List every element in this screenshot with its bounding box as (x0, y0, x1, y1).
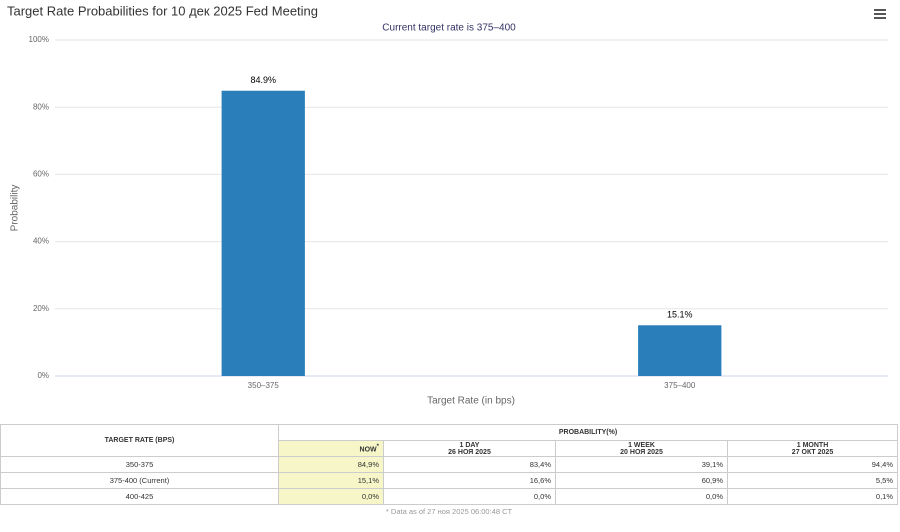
column-date: 20 НОЯ 2025 (620, 448, 663, 456)
column-header: 1 WEEK 20 НОЯ 2025 (555, 440, 728, 457)
header-row: NOW* 1 DAY 26 НОЯ 2025 1 WEEK 20 НОЯ 2025 1 M… (1, 440, 899, 457)
column-header: NOW* (278, 440, 384, 457)
data-row: 375-400 (Current) 15,1% 16,6% 60,9% 5,5% (0, 472, 899, 489)
y-tick-label: 100% (29, 35, 49, 44)
x-tick-label: 350–375 (248, 381, 280, 390)
chart-title: Target Rate Probabilities for 10 дек 202… (7, 3, 318, 18)
y-tick-label: 0% (37, 371, 49, 380)
header-cell: PROBABILITY(%) (277, 424, 899, 441)
header-cell: TARGET RATE (BPS) (0, 424, 279, 457)
probability-cell: 0,0% (383, 488, 556, 505)
probability-cell: 5,5% (726, 472, 899, 489)
data-label: 15.1% (667, 310, 693, 320)
bar (221, 90, 305, 377)
probability-cell: 16,6% (383, 472, 556, 489)
column-label: 1 WEEK (628, 441, 655, 449)
bar (638, 325, 722, 376)
probability-cell: 15,1% (278, 472, 384, 489)
data-row: 400-425 0,0% 0,0% 0,0% 0,1% (0, 488, 899, 505)
probability-cell: 94,4% (726, 456, 899, 473)
probability-cell: 84,9% (278, 456, 384, 473)
probability-cell: 60,9% (555, 472, 728, 489)
menu-bar (874, 17, 886, 19)
x-tick-label: 375–400 (664, 381, 696, 390)
footnote-row: * Data as of 27 ноя 2025 06:00:48 CT (1, 505, 898, 518)
column-header: 1 MONTH 27 ОКТ 2025 (726, 440, 899, 457)
column-date: 27 ОКТ 2025 (791, 448, 834, 456)
x-axis-label: Target Rate (in bps) (427, 396, 515, 407)
menu-bar (874, 13, 886, 15)
menu-button[interactable] (874, 9, 886, 19)
column-header: 1 DAY 26 НОЯ 2025 (383, 440, 556, 457)
y-tick-label: 20% (33, 304, 49, 313)
menu-bar (874, 9, 886, 11)
column-label: 1 MONTH (796, 441, 829, 449)
rate-cell: 350-375 (0, 456, 279, 473)
rate-cell: 400-425 (0, 488, 279, 505)
column-date: 26 НОЯ 2025 (448, 448, 491, 456)
column-note: * (376, 443, 379, 450)
column-label: NOW (359, 446, 377, 454)
probability-cell: 39,1% (555, 456, 728, 473)
footnote: * Data as of 27 ноя 2025 06:00:48 CT (385, 506, 513, 516)
y-tick-label: 60% (33, 170, 49, 179)
chart-subtitle: Current target rate is 375–400 (382, 23, 516, 34)
header-row: TARGET RATE (BPS) PROBABILITY(%) (0, 424, 899, 457)
y-axis-label: Probability (10, 185, 21, 232)
probability-cell: 83,4% (383, 456, 556, 473)
data-label: 84.9% (250, 75, 276, 85)
probability-table: TARGET RATE (BPS) PROBABILITY(%) NOW* 1 DAY… (0, 424, 899, 518)
data-row: 350-375 84,9% 83,4% 39,1% 94,4% (0, 456, 899, 473)
probability-cell: 0,1% (726, 488, 899, 505)
column-label: 1 DAY (459, 441, 480, 449)
chart: Target Rate Probabilities for 10 дек 202… (7, 3, 888, 407)
probability-cell: 0,0% (278, 488, 384, 505)
y-tick-label: 40% (33, 237, 49, 246)
y-tick-label: 80% (33, 102, 49, 111)
rate-cell: 375-400 (Current) (0, 472, 279, 489)
probability-cell: 0,0% (555, 488, 728, 505)
